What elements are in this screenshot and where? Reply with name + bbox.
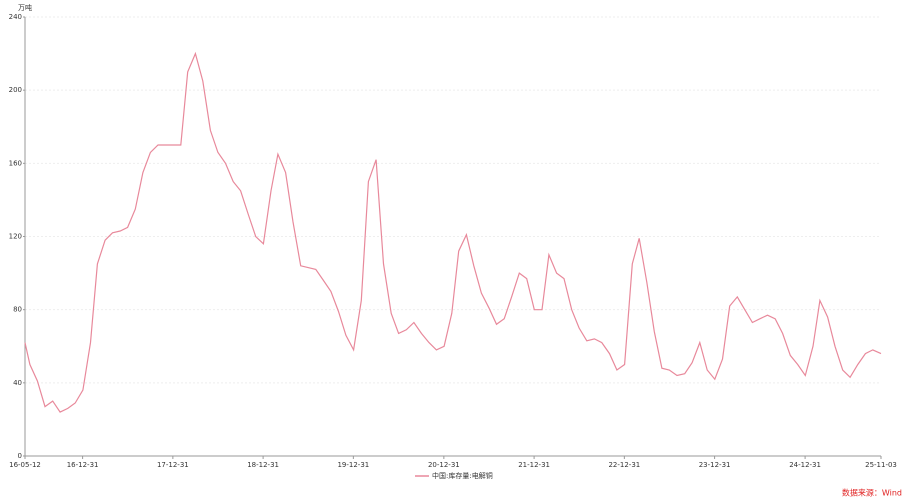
x-tick-label: 22-12-31 <box>608 461 640 469</box>
x-tick-label: 18-12-31 <box>247 461 279 469</box>
y-tick-label: 200 <box>9 86 22 94</box>
y-tick-label: 120 <box>9 233 22 241</box>
legend-label: 中国:库存量:电解铜 <box>432 471 493 480</box>
x-tick-label: 16-05-12 <box>9 461 41 469</box>
x-tick-label: 23-12-31 <box>699 461 731 469</box>
x-tick-label: 25-11-03 <box>865 461 897 469</box>
y-tick-label: 80 <box>13 306 22 314</box>
x-tick-label: 24-12-31 <box>789 461 821 469</box>
x-tick-label: 17-12-31 <box>157 461 189 469</box>
y-tick-label: 0 <box>18 452 22 460</box>
x-tick-label: 19-12-31 <box>337 461 369 469</box>
x-tick-label: 20-12-31 <box>428 461 460 469</box>
x-tick-label: 16-12-31 <box>67 461 99 469</box>
y-tick-label: 40 <box>13 379 22 387</box>
source: 数据来源：Wind <box>842 488 902 498</box>
data-line <box>24 51 882 413</box>
y-tick-label: 160 <box>9 159 22 167</box>
y-tick-label: 240 <box>9 13 22 21</box>
x-tick-label: 21-12-31 <box>518 461 550 469</box>
y-unit: 万吨 <box>18 3 32 12</box>
